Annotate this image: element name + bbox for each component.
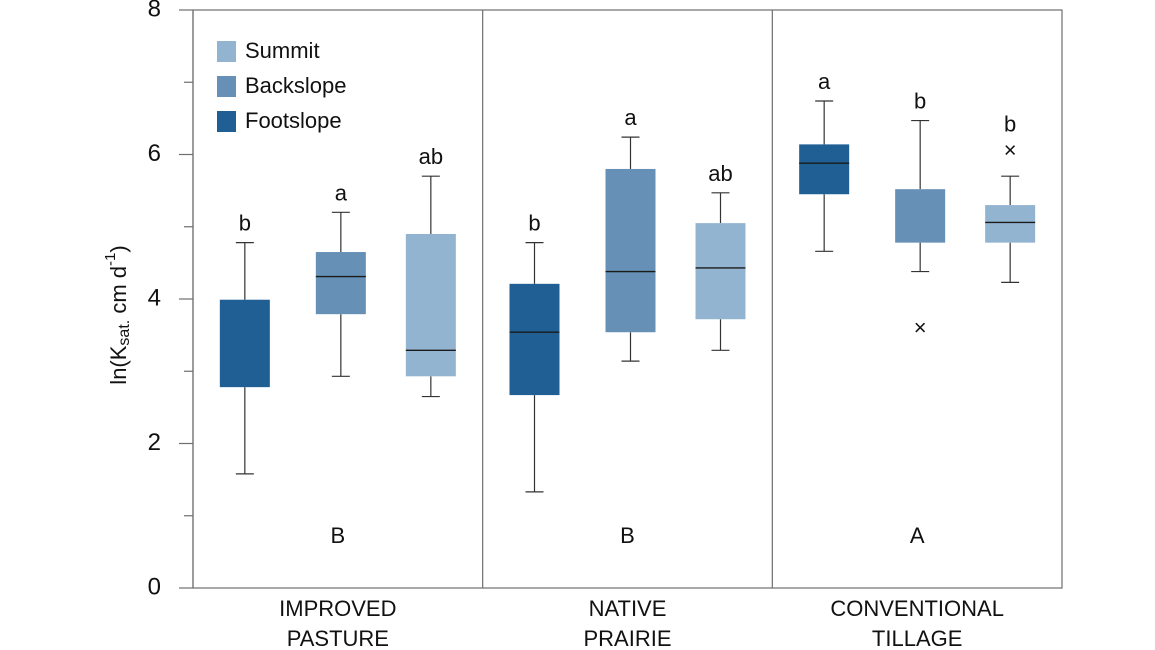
significance-letter: b bbox=[528, 211, 540, 236]
legend: Summit Backslope Footslope bbox=[217, 38, 347, 133]
category-label: NATIVE bbox=[589, 596, 667, 621]
y-axis-label-sup: -1 bbox=[102, 253, 119, 266]
significance-letter: b bbox=[1004, 112, 1016, 137]
category-label: PRAIRIE bbox=[583, 626, 671, 650]
legend-item-summit: Summit bbox=[217, 38, 320, 63]
y-tick-label: 8 bbox=[148, 0, 161, 22]
y-axis-label-main: ln(K bbox=[106, 345, 131, 384]
y-tick-label: 4 bbox=[148, 284, 161, 311]
box-backslope: ×b bbox=[895, 89, 946, 340]
box-iqr bbox=[405, 233, 456, 377]
box-iqr bbox=[799, 144, 850, 195]
box-summit: ×b bbox=[985, 112, 1036, 283]
axes: 0 2 4 6 8 bbox=[148, 0, 1063, 600]
svg-text:ln(Ksat. cm d-1): ln(Ksat. cm d-1) bbox=[102, 245, 133, 384]
category-label: TILLAGE bbox=[872, 626, 962, 650]
significance-letter: a bbox=[335, 180, 348, 205]
box-backslope: a bbox=[315, 180, 366, 377]
box-iqr bbox=[219, 299, 270, 388]
panels: IMPROVEDPASTUREBbaabNATIVEPRAIRIEBbaabCO… bbox=[219, 69, 1036, 650]
legend-label: Summit bbox=[245, 38, 320, 63]
y-axis-label-unit: cm d bbox=[106, 266, 131, 320]
group-letter: B bbox=[330, 523, 345, 548]
panel-0: IMPROVED PASTURE Bb a ab bbox=[219, 144, 456, 650]
legend-label: Footslope bbox=[245, 108, 342, 133]
box-footslope: b bbox=[219, 211, 270, 475]
y-tick-label: 6 bbox=[148, 140, 161, 167]
y-axis-label-sub: sat. bbox=[116, 320, 133, 346]
category-label: PASTURE bbox=[287, 626, 389, 650]
box-footslope: b bbox=[509, 211, 560, 493]
significance-letter: b bbox=[914, 89, 926, 114]
box-iqr bbox=[315, 252, 366, 315]
y-tick-label: 2 bbox=[148, 429, 161, 456]
y-axis-label-close: ) bbox=[106, 245, 131, 252]
outlier-marker: × bbox=[914, 315, 927, 340]
significance-letter: b bbox=[239, 211, 251, 236]
box-iqr bbox=[695, 223, 746, 320]
significance-letter: a bbox=[624, 105, 637, 130]
significance-letter: ab bbox=[708, 161, 732, 186]
group-letter: B bbox=[620, 523, 635, 548]
box-footslope: a bbox=[799, 69, 850, 252]
legend-item-footslope: Footslope bbox=[217, 108, 342, 133]
y-axis-label: ln(Ksat. cm d-1) bbox=[102, 245, 133, 384]
box-backslope: a bbox=[605, 105, 656, 362]
legend-swatch bbox=[217, 111, 236, 132]
category-label: IMPROVED bbox=[279, 596, 396, 621]
panel-1: NATIVE PRAIRIE Bb a ab bbox=[509, 105, 746, 650]
group-letter: A bbox=[910, 523, 925, 548]
significance-letter: a bbox=[818, 69, 831, 94]
legend-swatch bbox=[217, 76, 236, 97]
box-iqr bbox=[895, 189, 946, 243]
legend-label: Backslope bbox=[245, 73, 347, 98]
box-iqr bbox=[985, 205, 1036, 243]
legend-swatch bbox=[217, 41, 236, 62]
category-label: CONVENTIONAL bbox=[830, 596, 1004, 621]
box-iqr bbox=[509, 283, 560, 396]
legend-item-backslope: Backslope bbox=[217, 73, 347, 98]
box-iqr bbox=[605, 168, 656, 333]
outlier-marker: × bbox=[1004, 137, 1017, 162]
significance-letter: ab bbox=[419, 144, 443, 169]
box-summit: ab bbox=[695, 161, 746, 351]
y-tick-label: 0 bbox=[148, 573, 161, 600]
box-summit: ab bbox=[405, 144, 456, 398]
